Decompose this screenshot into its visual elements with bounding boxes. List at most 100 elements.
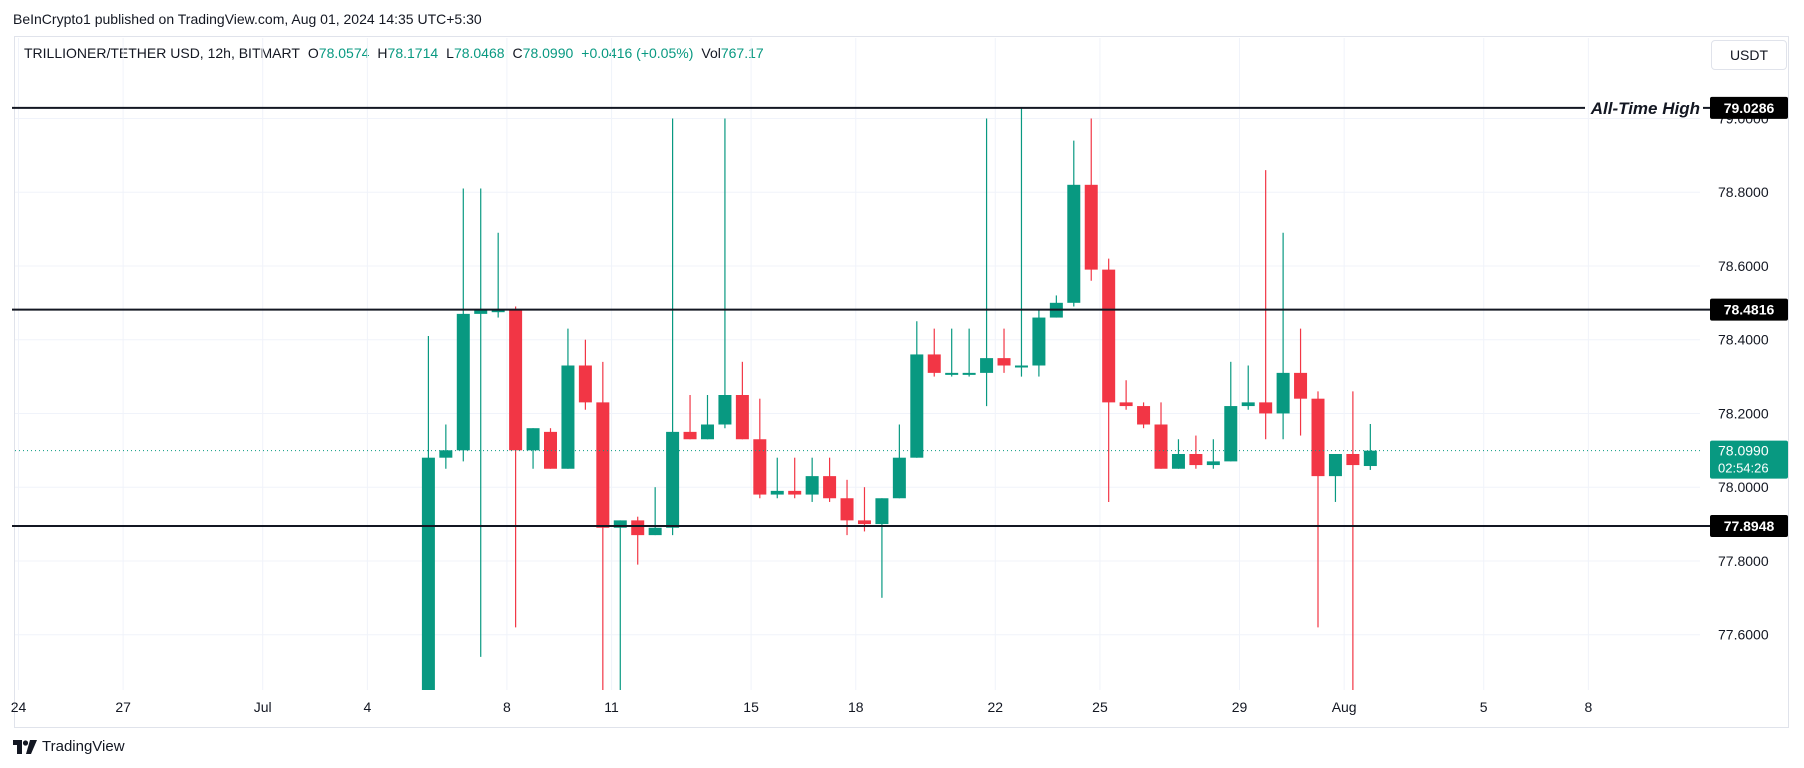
candle: [1206, 439, 1220, 469]
candle: [631, 516, 645, 565]
candle-body: [892, 457, 906, 499]
candle: [753, 398, 767, 499]
level-badge: [1710, 514, 1788, 537]
candle-body: [1259, 402, 1273, 414]
candle-body: [631, 520, 645, 536]
candle-body: [1328, 454, 1342, 477]
candle-body: [456, 313, 470, 451]
candle: [1189, 435, 1203, 469]
candle-body: [1171, 454, 1185, 469]
low-label: L: [446, 45, 454, 61]
x-tick-label: 27: [115, 699, 131, 715]
volume-label: Vol: [701, 45, 721, 61]
candle-body: [561, 365, 575, 469]
y-tick-label: 78.8000: [1718, 184, 1769, 200]
candle: [613, 520, 627, 690]
candle-body: [1154, 424, 1168, 469]
candle-body: [718, 395, 732, 425]
last-price-label: 78.0990: [1718, 443, 1769, 459]
candle: [735, 361, 749, 440]
candle-body: [980, 358, 994, 373]
candle-body: [735, 395, 749, 440]
close-label: C: [512, 45, 523, 61]
candle: [892, 424, 906, 499]
symbol-legend: TRILLIONER/TETHER USD, 12h, BITMART O78.0…: [24, 45, 772, 61]
candle: [1067, 140, 1081, 307]
candle-body: [1311, 398, 1325, 477]
candle-body: [788, 490, 802, 495]
candle: [1102, 258, 1116, 502]
level-badge: [1710, 96, 1788, 119]
candle: [1084, 118, 1098, 281]
currency-unit-button[interactable]: USDT: [1711, 40, 1787, 70]
candle-body: [770, 490, 784, 495]
candle: [648, 487, 662, 536]
tradingview-logo-icon: [13, 739, 37, 754]
y-tick-label: 77.8000: [1718, 553, 1769, 569]
candle: [1049, 295, 1063, 318]
last-price-badge: [1710, 440, 1788, 479]
volume-value: 767.17: [720, 45, 764, 61]
candle: [1328, 454, 1342, 502]
candle-body: [962, 372, 976, 375]
candle-body: [1224, 406, 1238, 462]
y-tick-label: 78.6000: [1718, 258, 1769, 274]
x-tick-label: 8: [1584, 699, 1592, 715]
candle: [1014, 107, 1028, 377]
y-tick-label: 78.2000: [1718, 405, 1769, 421]
candle-body: [1137, 406, 1151, 425]
y-tick-label: 77.6000: [1718, 627, 1769, 643]
high-value: 78.1714: [387, 45, 439, 61]
y-tick-label: 78.4000: [1718, 332, 1769, 348]
candle: [1171, 439, 1185, 469]
open-value: 78.0574: [318, 45, 370, 61]
candle: [421, 336, 435, 690]
x-tick-label: 25: [1092, 699, 1108, 715]
candle-body: [1276, 372, 1290, 414]
candle: [927, 328, 941, 377]
candle: [770, 457, 784, 499]
candle-body: [910, 354, 924, 458]
candle: [1363, 423, 1377, 470]
candle-body: [1241, 402, 1255, 407]
candle: [1224, 361, 1238, 462]
candle-body: [1119, 402, 1133, 407]
candle: [1137, 402, 1151, 429]
symbol-name[interactable]: TRILLIONER/TETHER USD, 12h, BITMART: [24, 45, 300, 61]
candle-body: [857, 520, 871, 525]
candle: [439, 424, 453, 469]
candle-body: [875, 498, 889, 525]
candle: [823, 457, 837, 502]
candle: [945, 328, 959, 377]
candle-body: [526, 428, 540, 451]
high-label: H: [377, 45, 388, 61]
candle-body: [1032, 317, 1046, 366]
x-tick-label: Aug: [1332, 699, 1357, 715]
candle: [1241, 365, 1255, 410]
candle: [561, 328, 575, 469]
candle: [1032, 310, 1046, 377]
candle-body: [927, 354, 941, 373]
candle-body: [700, 424, 714, 440]
candle-body: [997, 358, 1011, 366]
candle: [875, 498, 889, 598]
candle-body: [805, 476, 819, 495]
tradingview-logo: TradingView: [13, 738, 125, 755]
candle-body: [840, 498, 854, 521]
candle-body: [1346, 454, 1360, 466]
candle: [491, 232, 505, 318]
x-tick-label: 11: [604, 699, 619, 715]
close-value: 78.0990: [522, 45, 574, 61]
x-tick-label: 15: [743, 699, 759, 715]
candle: [1294, 328, 1308, 436]
candle-body: [1206, 461, 1220, 466]
level-label: 79.0286: [1724, 100, 1775, 116]
change-value: +0.0416 (+0.05%): [581, 45, 694, 61]
tradingview-brand: TradingView: [42, 738, 125, 755]
candle-body: [421, 457, 435, 690]
x-tick-label: 8: [503, 699, 511, 715]
candle-body: [1102, 269, 1116, 403]
candle-body: [509, 310, 523, 451]
candle-body: [1084, 184, 1098, 270]
